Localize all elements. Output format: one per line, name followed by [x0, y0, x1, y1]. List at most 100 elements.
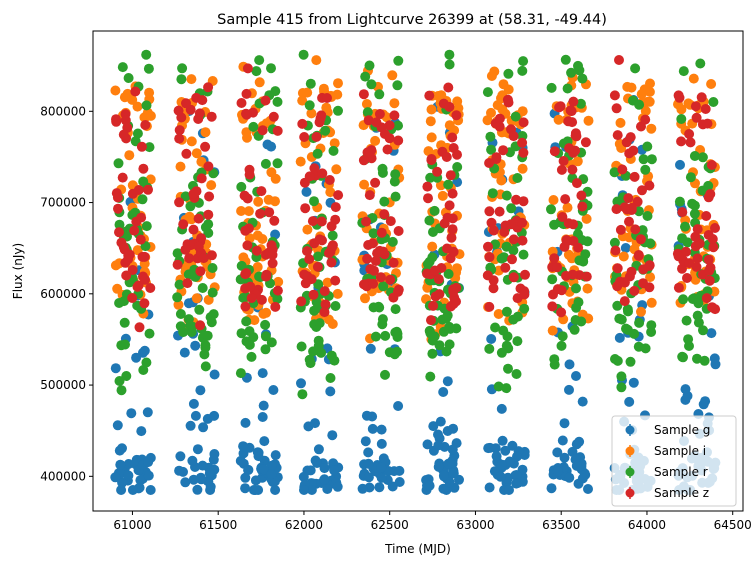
data-point — [546, 204, 556, 215]
data-point — [195, 266, 206, 277]
data-point — [619, 277, 630, 288]
data-point — [203, 228, 214, 238]
data-point — [553, 114, 564, 125]
data-point — [173, 299, 184, 310]
data-point — [629, 171, 640, 182]
data-point — [424, 215, 435, 226]
data-point — [196, 474, 207, 485]
data-point — [259, 436, 270, 447]
data-point — [273, 276, 284, 287]
data-point — [260, 95, 271, 106]
y-axis-ticks: 400000 500000 600000 700000 800000 — [40, 104, 93, 483]
data-point — [628, 145, 639, 156]
data-point — [306, 108, 317, 119]
data-point — [549, 219, 560, 230]
data-point — [357, 483, 368, 494]
data-point — [511, 478, 522, 489]
data-point — [563, 116, 574, 127]
data-point — [319, 307, 330, 318]
data-point — [578, 255, 588, 266]
data-point — [484, 343, 495, 354]
data-point — [299, 269, 310, 280]
data-point — [134, 322, 145, 333]
data-point — [519, 289, 530, 300]
data-point — [140, 120, 151, 130]
data-point — [689, 151, 700, 161]
data-point — [123, 459, 134, 469]
data-point — [131, 352, 142, 363]
data-point — [484, 252, 495, 263]
data-point — [197, 283, 208, 293]
data-point — [392, 346, 402, 357]
data-point — [556, 307, 567, 318]
data-point — [368, 302, 379, 313]
data-point — [190, 410, 201, 421]
data-point — [642, 211, 653, 221]
data-point — [320, 125, 331, 136]
data-point — [571, 283, 581, 294]
data-point — [365, 264, 376, 274]
data-point — [183, 298, 194, 309]
data-point — [688, 73, 699, 84]
data-point — [508, 314, 519, 325]
data-point — [484, 301, 495, 312]
data-point — [358, 89, 369, 100]
data-point — [484, 482, 495, 493]
data-point — [610, 354, 620, 364]
data-point — [682, 273, 692, 283]
data-point — [500, 445, 511, 456]
data-point — [571, 460, 582, 471]
data-point — [327, 230, 338, 241]
data-point — [619, 296, 630, 307]
data-point — [114, 298, 125, 308]
data-point — [367, 423, 378, 434]
data-point — [388, 257, 399, 268]
data-point — [321, 102, 332, 113]
data-point — [625, 132, 636, 143]
data-point — [609, 90, 620, 101]
legend-box — [611, 415, 737, 507]
data-point — [295, 156, 306, 167]
data-point — [434, 289, 445, 300]
data-point — [501, 241, 512, 252]
data-point — [501, 306, 512, 317]
data-point — [123, 73, 134, 83]
data-point — [187, 321, 198, 332]
data-point — [144, 142, 155, 153]
data-point — [424, 90, 435, 101]
data-point — [305, 358, 316, 369]
data-point — [329, 465, 340, 476]
data-point — [448, 246, 459, 257]
data-point — [638, 154, 649, 165]
data-point — [673, 251, 684, 262]
data-point — [703, 192, 714, 203]
data-point — [376, 438, 387, 449]
data-point — [144, 328, 155, 339]
data-point — [707, 234, 718, 244]
data-point — [145, 110, 156, 121]
data-point — [313, 444, 324, 455]
data-point — [139, 298, 150, 309]
data-point — [269, 215, 280, 226]
data-point — [312, 148, 323, 159]
data-point — [697, 152, 708, 163]
data-point — [693, 317, 704, 328]
data-point — [640, 164, 651, 175]
data-point — [312, 261, 323, 272]
series-sample-z — [111, 55, 721, 333]
data-point — [448, 286, 459, 297]
chart-title: Sample 415 from Lightcurve 26399 at (58.… — [217, 12, 607, 28]
data-point — [266, 63, 276, 74]
data-point — [270, 485, 281, 495]
data-point — [444, 49, 455, 60]
data-point — [139, 345, 150, 356]
data-point — [208, 309, 219, 320]
data-point — [646, 123, 657, 134]
data-point — [625, 356, 636, 367]
data-point — [138, 365, 149, 375]
data-point — [510, 111, 521, 122]
legend-label: Sample g — [654, 423, 710, 437]
data-point — [327, 430, 338, 441]
data-point — [200, 141, 211, 152]
data-point — [706, 160, 717, 170]
